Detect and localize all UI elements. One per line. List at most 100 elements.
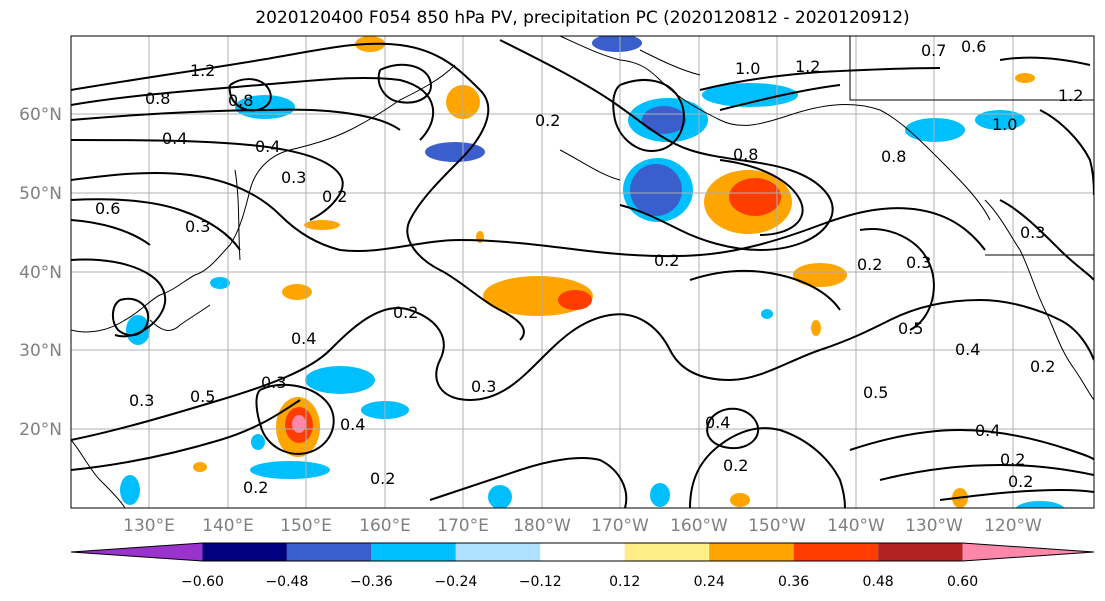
contour-label: 0.2 [322, 187, 347, 206]
lon-label: 150°E [280, 516, 332, 536]
colorbar-segment [455, 543, 541, 561]
contour-label: 0.2 [654, 251, 679, 270]
lat-label: 20°N [19, 420, 62, 440]
shade-neg [425, 142, 485, 162]
colorbar-tick-label: 0.36 [778, 574, 809, 590]
map-content: 1.2 1.0 0.8 0.8 0.8 0.4 0.4 0.2 0.2 0.3 … [71, 36, 1094, 508]
shade-neg [905, 118, 965, 142]
colorbar-segment [624, 543, 710, 561]
contour-label: 0.2 [1030, 357, 1055, 376]
contour-label: 1.2 [795, 57, 820, 76]
shade-neg [250, 461, 330, 479]
lat-label: 50°N [19, 184, 62, 204]
contour-label: 0.3 [471, 377, 496, 396]
contour-label: 0.2 [393, 303, 418, 322]
colorbar-extend-high [962, 543, 1094, 561]
shade-neg [761, 309, 773, 319]
shade-pos [292, 415, 306, 433]
lat-label: 30°N [19, 341, 62, 361]
contour-label: 0.2 [857, 255, 882, 274]
contour-label: 0.2 [1000, 450, 1025, 469]
colorbar-tick-label: −0.60 [181, 574, 224, 590]
contour-label: 0.4 [705, 413, 730, 432]
colorbar-tick-label: 0.48 [863, 574, 894, 590]
lon-label: 170°W [591, 516, 649, 536]
shade-neg [630, 164, 682, 216]
contour-label: 0.4 [162, 129, 187, 148]
contour-label: 0.2 [1008, 472, 1033, 491]
contour-label: 0.4 [255, 137, 280, 156]
contour-label: 0.8 [145, 89, 170, 108]
lon-label: 180°W [513, 516, 571, 536]
contour-label: 1.2 [190, 61, 215, 80]
colorbar-segment [540, 543, 625, 561]
colorbar-tick-label: −0.36 [350, 574, 393, 590]
shade-neg [488, 485, 512, 508]
shade-neg [702, 83, 798, 107]
contour-label: 0.2 [723, 456, 748, 475]
colorbar-extend-low [71, 543, 203, 561]
contour-label: 0.4 [340, 415, 365, 434]
contour-label: 0.7 [921, 41, 946, 60]
lat-label: 40°N [19, 263, 62, 283]
longitude-labels: 130°E 140°E 150°E 160°E 170°E 180°W 170°… [123, 516, 1042, 536]
shade-neg [120, 475, 140, 505]
lon-label: 130°E [123, 516, 175, 536]
colorbar-tick-label: −0.48 [265, 574, 308, 590]
colorbar-ticks: −0.60 −0.48 −0.36 −0.24 −0.12 0.12 0.24 … [181, 574, 978, 590]
colorbar-tick-label: −0.24 [434, 574, 477, 590]
contour-label: 0.3 [1020, 223, 1045, 242]
contour-label: 1.0 [992, 115, 1017, 134]
shade-pos [558, 290, 592, 310]
shade-pos [282, 284, 312, 300]
colorbar-segments [70, 542, 1095, 562]
colorbar-tick-label: 0.60 [947, 574, 978, 590]
shade-pos [811, 320, 821, 336]
colorbar-segment [793, 543, 879, 561]
contour-label: 0.3 [281, 168, 306, 187]
contour-label: 0.6 [961, 37, 986, 56]
contour-label: 1.0 [735, 59, 760, 78]
shade-pos [1015, 73, 1035, 83]
colorbar-outline [70, 542, 1095, 562]
contour-label: 0.2 [535, 111, 560, 130]
latitude-labels: 60°N 50°N 40°N 30°N 20°N [19, 105, 62, 440]
lon-label: 160°W [670, 516, 728, 536]
contour-label: 0.2 [370, 469, 395, 488]
contour-label: 0.5 [898, 319, 923, 338]
map-frame [70, 35, 1095, 509]
colorbar-segment [286, 543, 372, 561]
contour-label: 0.5 [190, 387, 215, 406]
shade-pos [304, 220, 340, 230]
contour-label: 0.4 [291, 329, 316, 348]
colorbar-segment [371, 543, 456, 561]
colorbar-segment [709, 543, 794, 561]
contour-label: 0.2 [243, 478, 268, 497]
contour-label: 0.8 [881, 147, 906, 166]
lon-label: 170°E [437, 516, 489, 536]
lon-label: 130°W [905, 516, 963, 536]
contour-label: 0.3 [129, 391, 154, 410]
contour-labels: 1.2 1.0 0.8 0.8 0.8 0.4 0.4 0.2 0.2 0.3 … [95, 37, 1083, 497]
contour-label: 0.8 [228, 91, 253, 110]
colorbar-segment [202, 543, 287, 561]
lon-label: 140°W [827, 516, 885, 536]
shade-pos [193, 462, 207, 472]
colorbar-tick-label: 0.24 [694, 574, 725, 590]
shade-neg [592, 36, 642, 52]
shade-neg [1015, 501, 1065, 508]
shade-neg [305, 366, 375, 394]
shade-neg [642, 106, 686, 134]
colorbar-segment [878, 543, 963, 561]
shade-neg [210, 277, 230, 289]
lat-label: 60°N [19, 105, 62, 125]
shade-neg [251, 434, 265, 450]
shade-neg [126, 315, 150, 345]
contour-label: 0.4 [955, 340, 980, 359]
shade-pos [729, 178, 781, 216]
shade-pos [793, 263, 847, 287]
shade-pos [730, 493, 750, 507]
map-title: 2020120400 F054 850 hPa PV, precipitatio… [255, 8, 910, 28]
contour-label: 1.2 [1058, 86, 1083, 105]
